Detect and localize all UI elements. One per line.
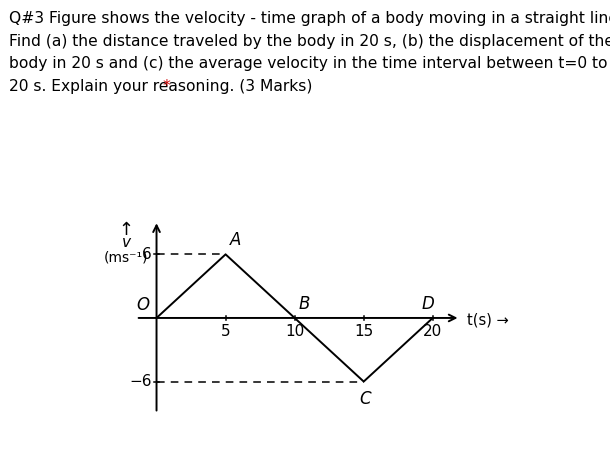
- Text: v: v: [121, 235, 131, 250]
- Text: C: C: [359, 390, 371, 408]
- Text: −6: −6: [129, 374, 152, 389]
- Text: 15: 15: [354, 324, 373, 339]
- Text: Q#3 Figure shows the velocity - time graph of a body moving in a straight line.: Q#3 Figure shows the velocity - time gra…: [9, 11, 610, 26]
- Text: 10: 10: [285, 324, 304, 339]
- Text: body in 20 s and (c) the average velocity in the time interval between t=0 to t=: body in 20 s and (c) the average velocit…: [9, 56, 610, 71]
- Text: Find (a) the distance traveled by the body in 20 s, (b) the displacement of the: Find (a) the distance traveled by the bo…: [9, 34, 610, 49]
- Text: O: O: [137, 296, 149, 314]
- Text: D: D: [422, 295, 434, 313]
- Text: 20 s. Explain your reasoning. (3 Marks): 20 s. Explain your reasoning. (3 Marks): [9, 79, 317, 94]
- Text: 6: 6: [142, 247, 152, 262]
- Text: (ms⁻¹): (ms⁻¹): [104, 251, 148, 265]
- Text: *: *: [163, 79, 171, 94]
- Text: ↑: ↑: [118, 221, 134, 239]
- Text: 5: 5: [221, 324, 231, 339]
- Text: 20: 20: [423, 324, 442, 339]
- Text: A: A: [230, 231, 241, 249]
- Text: t(s) →: t(s) →: [467, 313, 509, 327]
- Text: B: B: [299, 295, 310, 313]
